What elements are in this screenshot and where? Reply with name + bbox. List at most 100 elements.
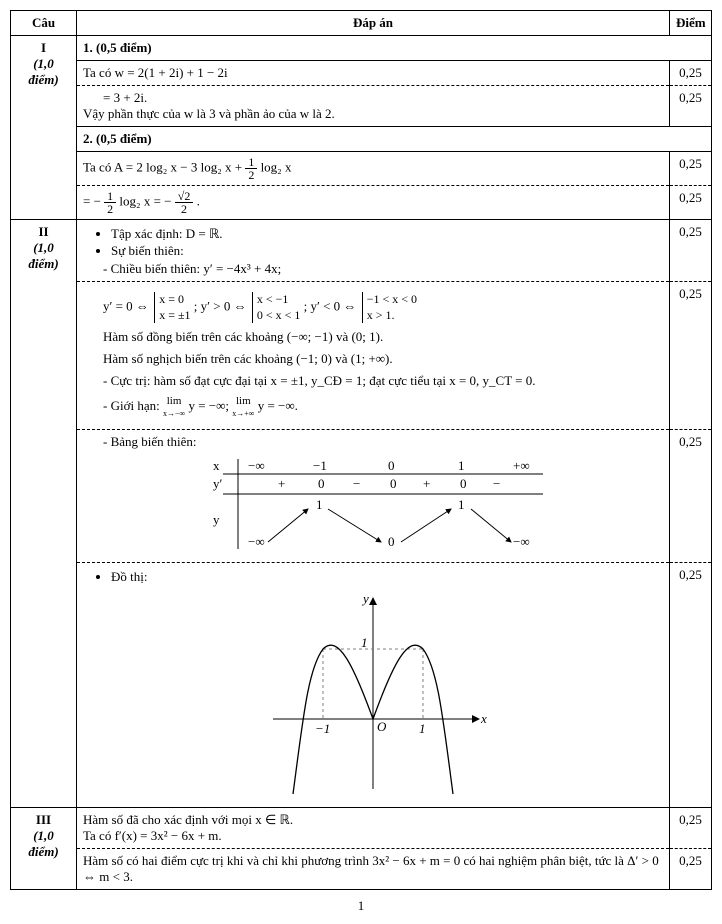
q2-dothi-title: Đồ thị: bbox=[111, 569, 663, 585]
q1-p2-line1-post: log₂ x bbox=[261, 159, 292, 174]
svg-text:1: 1 bbox=[419, 721, 426, 736]
q1-p2-line2: = − 1 2 log₂ x = − √2 2 . bbox=[77, 186, 670, 220]
q2-row3: Bảng biến thiên: x −∞ −1 0 1 +∞ y′ + 0 −… bbox=[11, 430, 712, 563]
svg-text:−∞: −∞ bbox=[248, 458, 265, 473]
q2-pt-2: 0,25 bbox=[670, 430, 712, 563]
svg-text:1: 1 bbox=[458, 458, 465, 473]
q2-block1: Tập xác định: D = ℝ. Sự biến thiên: Chiề… bbox=[77, 220, 670, 282]
q2-yp-gt: ; y′ > 0 ⇔ bbox=[194, 299, 250, 314]
svg-text:−: − bbox=[493, 476, 500, 491]
q2-dongbien: Hàm số đồng biến trên các khoảng (−∞; −1… bbox=[83, 329, 663, 345]
svg-text:x: x bbox=[213, 458, 220, 473]
q2-pt-0: 0,25 bbox=[670, 220, 712, 282]
q2-cuctri: Cực trị: hàm số đạt cực đại tại x = ±1, … bbox=[83, 373, 663, 389]
svg-text:O: O bbox=[377, 719, 387, 734]
q1-row6: = − 1 2 log₂ x = − √2 2 . 0,25 bbox=[11, 186, 712, 220]
header-cau: Câu bbox=[11, 11, 77, 36]
q2-pt-3: 0,25 bbox=[670, 563, 712, 808]
q1-label: I (1,0 điểm) bbox=[11, 36, 77, 220]
page-number: 1 bbox=[10, 898, 712, 914]
header-diem: Điểm bbox=[670, 11, 712, 36]
q2-label: II (1,0 điểm) bbox=[11, 220, 77, 808]
fraction-half-2: 1 2 bbox=[104, 190, 116, 215]
svg-text:+∞: +∞ bbox=[513, 458, 530, 473]
q1-pt-2: 0,25 bbox=[670, 152, 712, 186]
q2-bbt-title: Bảng biến thiên: bbox=[83, 434, 663, 450]
q1-part1-title: 1. (0,5 điểm) bbox=[77, 36, 712, 61]
piece-3: −1 < x < 0 x > 1. bbox=[362, 292, 417, 323]
svg-text:−1: −1 bbox=[313, 458, 327, 473]
q3-line2: Ta có f′(x) = 3x² − 6x + m. bbox=[83, 828, 663, 844]
q2-nghichbien: Hàm số nghịch biến trên các khoảng (−1; … bbox=[83, 351, 663, 367]
q1-p2-line2-mid: log₂ x = − bbox=[119, 193, 174, 208]
svg-text:−∞: −∞ bbox=[248, 534, 265, 549]
q2-sbt: Sự biến thiên: bbox=[111, 243, 663, 259]
q1-pts: (1,0 điểm) bbox=[28, 56, 58, 87]
q2-pt-1: 0,25 bbox=[670, 282, 712, 430]
q1-pt-1: 0,25 bbox=[670, 86, 712, 127]
q2-yp-lt: ; y′ < 0 ⇔ bbox=[304, 299, 360, 314]
svg-text:−: − bbox=[353, 476, 360, 491]
q3-row2: Hàm số có hai điểm cực trị khi và chỉ kh… bbox=[11, 849, 712, 890]
q1-pt-0: 0,25 bbox=[670, 61, 712, 86]
q2-block2: y′ = 0 ⇔ x = 0 x = ±1 ; y′ > 0 ⇔ x < −1 … bbox=[77, 282, 670, 430]
q3-pts: (1,0 điểm) bbox=[28, 828, 58, 859]
q2-block4: Đồ thị: x y O 1 −1 1 bbox=[77, 563, 670, 808]
q1-p2-line1: Ta có A = 2 log₂ x − 3 log₂ x + 1 2 log₂… bbox=[77, 152, 670, 186]
svg-text:−1: −1 bbox=[315, 721, 330, 736]
q2-cbt: Chiều biến thiên: y′ = −4x³ + 4x; bbox=[83, 261, 663, 277]
variation-table-svg: x −∞ −1 0 1 +∞ y′ + 0 − 0 + 0 − y −∞ 1 0 bbox=[193, 454, 553, 554]
q1-p1-line1: Ta có w = 2(1 + 2i) + 1 − 2i bbox=[77, 61, 670, 86]
q1-num: I bbox=[41, 40, 46, 55]
q2-txd: Tập xác định: D = ℝ. bbox=[111, 226, 663, 242]
q2-block3: Bảng biến thiên: x −∞ −1 0 1 +∞ y′ + 0 −… bbox=[77, 430, 670, 563]
svg-text:0: 0 bbox=[460, 476, 467, 491]
q1-p1-line2b: Vậy phần thực của w là 3 và phần ảo của … bbox=[83, 106, 335, 121]
fraction-half: 1 2 bbox=[245, 156, 257, 181]
q2-num: II bbox=[38, 224, 48, 239]
q2-gioihan: Giới hạn: lim x→−∞ y = −∞; lim x→+∞ y = … bbox=[83, 395, 663, 419]
q1-p2-line1-pre: Ta có A = 2 log₂ x − 3 log₂ x + bbox=[83, 159, 245, 174]
q1-row3: = 3 + 2i. Vậy phần thực của w là 3 và ph… bbox=[11, 86, 712, 127]
q1-p2-line2-post: . bbox=[197, 193, 200, 208]
answer-table: Câu Đáp án Điểm I (1,0 điểm) 1. (0,5 điể… bbox=[10, 10, 712, 890]
svg-text:y: y bbox=[213, 512, 220, 527]
q1-row5: Ta có A = 2 log₂ x − 3 log₂ x + 1 2 log₂… bbox=[11, 152, 712, 186]
q3-block2: Hàm số có hai điểm cực trị khi và chỉ kh… bbox=[77, 849, 670, 890]
q2-yprime-cases: y′ = 0 ⇔ x = 0 x = ±1 ; y′ > 0 ⇔ x < −1 … bbox=[83, 292, 663, 323]
q3-num: III bbox=[36, 812, 51, 827]
piece-2: x < −1 0 < x < 1 bbox=[252, 292, 301, 323]
svg-text:x: x bbox=[480, 711, 487, 726]
q1-p2-line2-pre: = − bbox=[83, 193, 104, 208]
q1-p1-line2a: = 3 + 2i. bbox=[83, 90, 147, 105]
q3-pt-0: 0,25 bbox=[670, 808, 712, 849]
svg-text:0: 0 bbox=[388, 534, 395, 549]
q2-yp-eq: y′ = 0 ⇔ bbox=[103, 299, 152, 314]
q3-line1: Hàm số đã cho xác định với mọi x ∈ ℝ. bbox=[83, 812, 663, 828]
svg-text:−∞: −∞ bbox=[513, 534, 530, 549]
svg-text:0: 0 bbox=[388, 458, 395, 473]
q1-part2-title: 2. (0,5 điểm) bbox=[77, 127, 712, 152]
svg-text:1: 1 bbox=[361, 635, 368, 650]
q3-block1: Hàm số đã cho xác định với mọi x ∈ ℝ. Ta… bbox=[77, 808, 670, 849]
q1-row2: Ta có w = 2(1 + 2i) + 1 − 2i 0,25 bbox=[11, 61, 712, 86]
svg-text:0: 0 bbox=[390, 476, 397, 491]
svg-text:0: 0 bbox=[318, 476, 325, 491]
q3-row1: III (1,0 điểm) Hàm số đã cho xác định vớ… bbox=[11, 808, 712, 849]
svg-text:1: 1 bbox=[316, 497, 323, 512]
svg-text:+: + bbox=[423, 476, 430, 491]
graph-svg: x y O 1 −1 1 bbox=[253, 589, 493, 799]
fraction-sqrt2-2: √2 2 bbox=[175, 190, 194, 215]
svg-text:1: 1 bbox=[458, 497, 465, 512]
q2-row4: Đồ thị: x y O 1 −1 1 bbox=[11, 563, 712, 808]
svg-text:y′: y′ bbox=[213, 476, 223, 491]
q1-row1: I (1,0 điểm) 1. (0,5 điểm) bbox=[11, 36, 712, 61]
q1-pt-3: 0,25 bbox=[670, 186, 712, 220]
piece-1: x = 0 x = ±1 bbox=[154, 292, 190, 323]
q3-label: III (1,0 điểm) bbox=[11, 808, 77, 890]
q2-row1: II (1,0 điểm) Tập xác định: D = ℝ. Sự bi… bbox=[11, 220, 712, 282]
q2-pts: (1,0 điểm) bbox=[28, 240, 58, 271]
header-dapan: Đáp án bbox=[77, 11, 670, 36]
svg-text:+: + bbox=[278, 476, 285, 491]
svg-text:y: y bbox=[361, 591, 369, 606]
